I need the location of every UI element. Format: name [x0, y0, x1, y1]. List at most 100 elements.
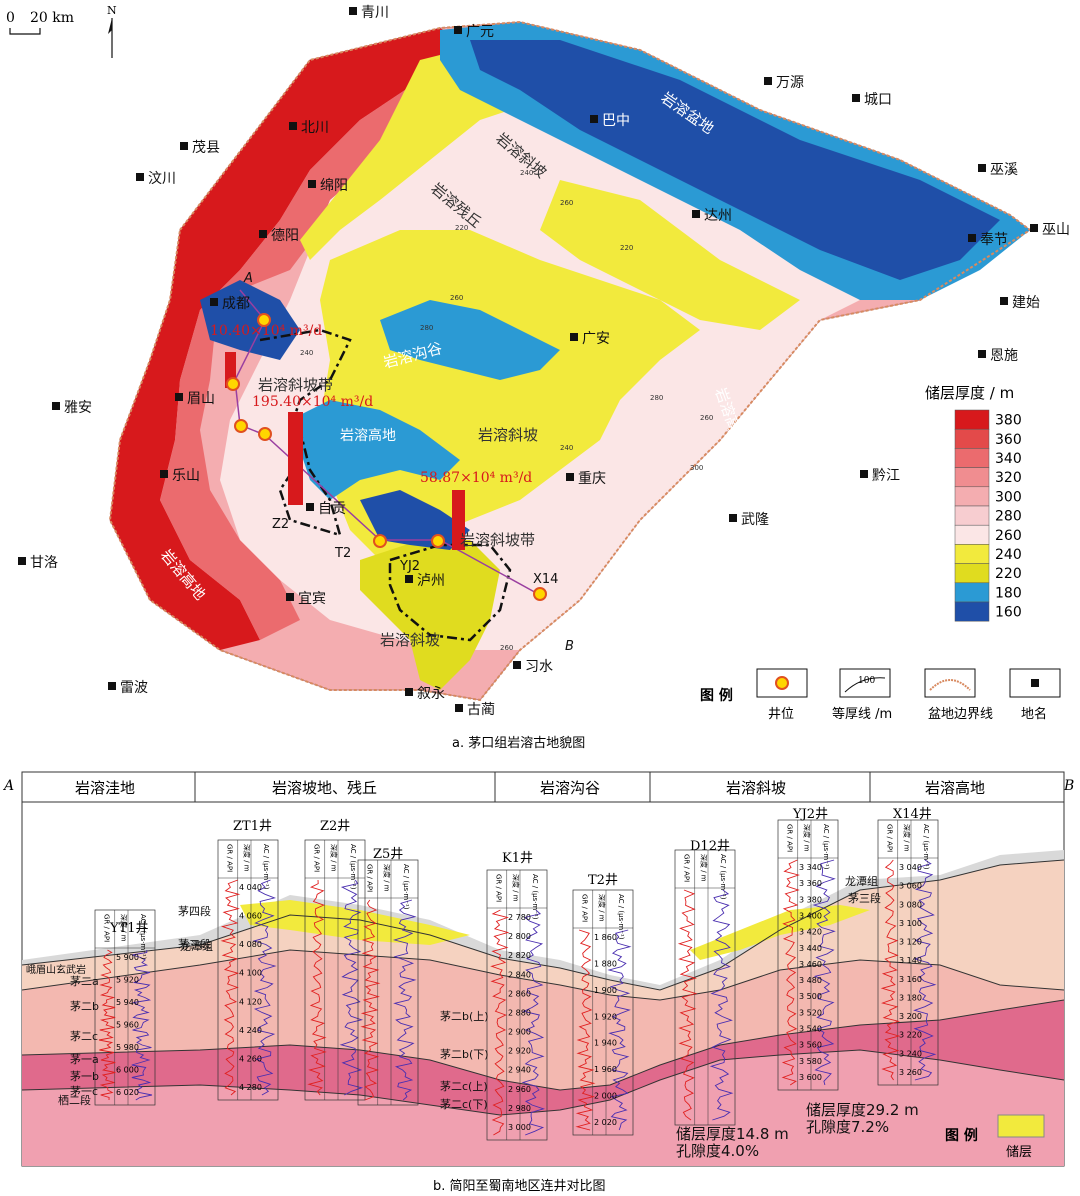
- contour-label: 280: [650, 394, 663, 402]
- well-log-frame: [777, 819, 839, 1091]
- legend-boundary-icon: [929, 679, 971, 691]
- gr-log-curve: [880, 859, 901, 1081]
- well-log-header-label: GR / API: [226, 844, 234, 872]
- well-name[interactable]: K1井: [502, 851, 533, 866]
- depth-tick: 2 820: [508, 951, 531, 960]
- depth-tick: 3 000: [508, 1123, 531, 1132]
- depth-tick: 4 260: [239, 1054, 262, 1063]
- well-name[interactable]: YJ2井: [792, 807, 828, 822]
- production-labels: 10.40×10⁴ m³/d 195.40×10⁴ m³/d 58.87×10⁴…: [210, 323, 532, 486]
- depth-tick: 3 100: [899, 919, 922, 928]
- blue-basin-deep: [470, 40, 1000, 280]
- formation-label: 栖二段: [58, 1093, 91, 1107]
- place-chengkou: 城口: [852, 92, 892, 108]
- gr-log-curve: [490, 909, 510, 1136]
- well-log-header-label: AC / (μs·m⁻¹): [349, 844, 357, 890]
- well-log-header-label: 深度 / m: [329, 844, 338, 872]
- depth-tick: 3 420: [799, 928, 822, 937]
- place-names: 青川 广元 万源 城口 北川 茂县 汶川 绵阳 德阳 巫溪 奉节 巫山 达州 巴…: [18, 5, 1070, 718]
- place-xuyong: 叙永: [405, 685, 445, 702]
- well-name[interactable]: D12井: [690, 839, 730, 854]
- well-log-header-label: AC / (μs·m⁻¹): [822, 824, 830, 870]
- well-log-header-label: AC / (μs·m⁻¹): [531, 874, 539, 920]
- well-marker[interactable]: [533, 587, 547, 601]
- north-label: N: [107, 4, 117, 17]
- yellow-zone-south: [360, 540, 500, 690]
- well-log-header-label: AC / (μs·m⁻¹): [262, 844, 270, 890]
- formation-label: 峨眉山玄武岩: [26, 963, 86, 976]
- well-log-header-label: GR / API: [886, 824, 894, 852]
- well-marker[interactable]: [373, 534, 387, 548]
- depth-tick: 3 380: [799, 895, 822, 904]
- place-fengjie: 奉节: [968, 232, 1008, 248]
- well-log-header-label: AC / (μs·m⁻¹): [139, 914, 147, 960]
- reservoir-lens-west: [240, 900, 470, 945]
- formation-label: 茅一b: [70, 1070, 99, 1083]
- depth-tick: 3 120: [899, 938, 922, 947]
- well-marker[interactable]: [257, 313, 271, 327]
- depth-tick: 3 460: [799, 960, 822, 969]
- depth-tick: 3 540: [799, 1025, 822, 1034]
- cross-section: A B 岩溶洼地 岩溶坡地、残丘 岩溶沟谷 岩溶斜坡 岩溶高地: [2, 771, 1074, 1167]
- place-luzhou: 泸州: [405, 573, 445, 589]
- place-bazhong: 巴中: [590, 113, 630, 129]
- gr-log-curve: [360, 899, 381, 1101]
- production-bar-luzhou: [452, 490, 465, 550]
- paleogeomorphology-map: [108, 20, 1032, 702]
- well-marker[interactable]: [226, 377, 240, 391]
- svg-text:雷波: 雷波: [120, 680, 148, 696]
- depth-tick: 3 040: [899, 863, 922, 872]
- depth-tick: 3 080: [899, 900, 922, 909]
- well-name[interactable]: T2井: [588, 873, 618, 888]
- well-name[interactable]: YT1井: [109, 921, 149, 936]
- contour-label: 260: [500, 644, 513, 652]
- well-log-header-label: 深度 / m: [511, 874, 520, 902]
- contour-label: 260: [700, 414, 713, 422]
- well-log-frame: [217, 839, 279, 1101]
- formation-label: 茅一a: [70, 1053, 99, 1066]
- legend-reservoir-label: 储层: [1006, 1145, 1032, 1160]
- svg-text:甘洛: 甘洛: [30, 555, 58, 571]
- depth-tick: 5 920: [116, 976, 139, 985]
- svg-text:青川: 青川: [361, 5, 389, 21]
- well-name[interactable]: Z5井: [373, 847, 403, 862]
- depth-tick: 3 260: [899, 1068, 922, 1077]
- place-guangan: 广安: [570, 331, 610, 347]
- depth-tick: 2 960: [508, 1085, 531, 1094]
- place-wuxi: 巫溪: [978, 162, 1018, 178]
- legend-swatch: [954, 448, 990, 468]
- section-legend-title: 图 例: [945, 1127, 978, 1144]
- well-marker[interactable]: [431, 534, 445, 548]
- well-name[interactable]: ZT1井: [233, 819, 272, 834]
- formation-label: 茅二b(上): [440, 1010, 489, 1023]
- depth-tick: 1 920: [594, 1012, 617, 1021]
- svg-text:城口: 城口: [864, 92, 892, 108]
- thickness-legend: 储层厚度 / m 380 360 340 320 300 280 260 240 220 180 1…: [925, 384, 1022, 622]
- formation-labels: 龙潭组 茅四段 茅三段 峨眉山玄武岩 茅二a 茅二b 茅二c 茅一a 茅一b 茅…: [26, 874, 881, 1111]
- production-label: 195.40×10⁴ m³/d: [252, 394, 373, 410]
- legend-swatch-label: 380: [995, 413, 1022, 429]
- legend-swatch: [954, 582, 990, 603]
- svg-text:万源: 万源: [776, 75, 804, 91]
- svg-text:北川: 北川: [301, 120, 329, 136]
- depth-tick: 2 980: [508, 1104, 531, 1113]
- depth-tick: 1 960: [594, 1065, 617, 1074]
- svg-text:习水: 习水: [525, 659, 553, 675]
- well-marker[interactable]: [258, 427, 272, 441]
- contour-label: 280: [420, 324, 433, 332]
- depth-tick: 1 900: [594, 986, 617, 995]
- section-caption: b. 简阳至蜀南地区连井对比图: [433, 1178, 606, 1194]
- well-name[interactable]: X14井: [893, 807, 932, 822]
- well-marker[interactable]: [234, 419, 248, 433]
- svg-text:泸州: 泸州: [417, 573, 445, 589]
- depth-tick: 2 020: [594, 1118, 617, 1127]
- place-leibo: 雷波: [108, 680, 148, 696]
- place-chengdu: 成都: [210, 296, 250, 312]
- place-wushan: 巫山: [1030, 222, 1070, 238]
- legend-swatch: [954, 544, 990, 564]
- well-name[interactable]: Z2井: [320, 819, 350, 834]
- ac-log-curve: [913, 859, 937, 1081]
- place-qingchuan: 青川: [349, 5, 389, 21]
- place-enshi: 恩施: [978, 348, 1018, 364]
